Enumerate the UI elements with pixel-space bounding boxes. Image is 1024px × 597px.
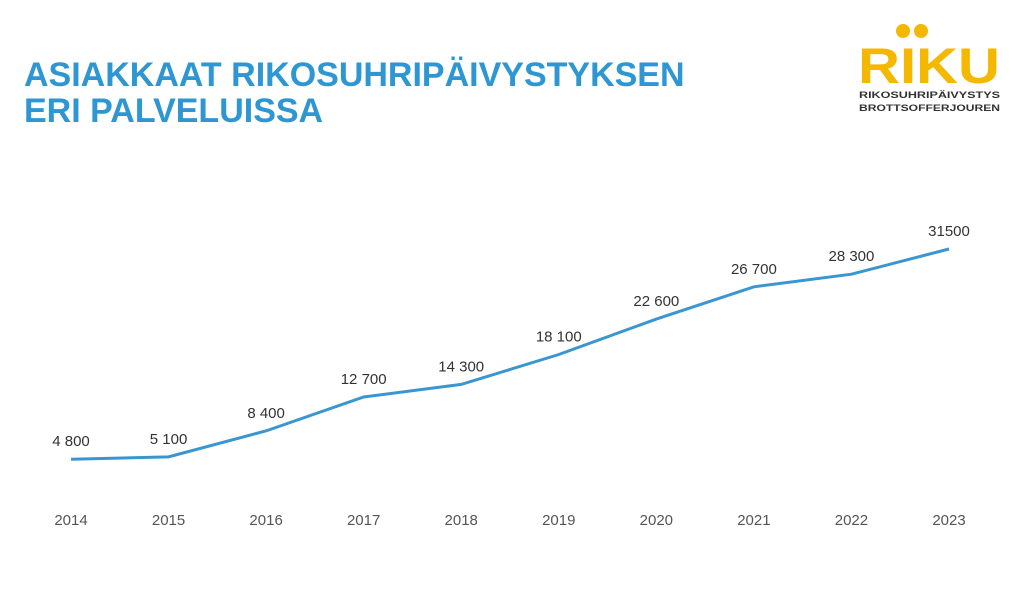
chart-title: ASIAKKAAT RIKOSUHRIPÄIVYSTYKSEN <box>24 56 685 94</box>
x-tick-label: 2023 <box>932 512 965 529</box>
data-label: 12 700 <box>341 371 387 388</box>
data-label: 18 100 <box>536 328 582 345</box>
data-label: 4 800 <box>52 433 90 450</box>
x-tick-label: 2021 <box>737 512 770 529</box>
x-tick-label: 2020 <box>640 512 673 529</box>
x-tick-label: 2017 <box>347 512 380 529</box>
data-label: 14 300 <box>438 358 484 375</box>
logo-figure <box>914 24 928 38</box>
logo-figure <box>896 24 910 38</box>
data-label: 28 300 <box>828 248 874 265</box>
logo-name: RIKU <box>858 38 1000 94</box>
x-tick-label: 2015 <box>152 512 185 529</box>
data-label: 31500 <box>928 223 970 240</box>
data-label: 26 700 <box>731 261 777 278</box>
x-tick-label: 2019 <box>542 512 575 529</box>
x-tick-label: 2016 <box>249 512 282 529</box>
line <box>70 247 950 461</box>
logo-line: BROTTSOFFERJOUREN <box>859 103 1000 113</box>
chart-title: ERI PALVELUISSA <box>24 92 323 130</box>
data-label: 8 400 <box>247 405 285 422</box>
x-tick-label: 2014 <box>54 512 87 529</box>
x-tick-label: 2018 <box>445 512 478 529</box>
data-label: 5 100 <box>150 431 188 448</box>
x-tick-label: 2022 <box>835 512 868 529</box>
data-label: 22 600 <box>633 293 679 310</box>
logo: RIKU RIKOSUHRIPÄIVYSTYS BROTTSOFFERJOURE… <box>858 24 1000 113</box>
logo-line: RIKOSUHRIPÄIVYSTYS <box>859 90 1000 100</box>
